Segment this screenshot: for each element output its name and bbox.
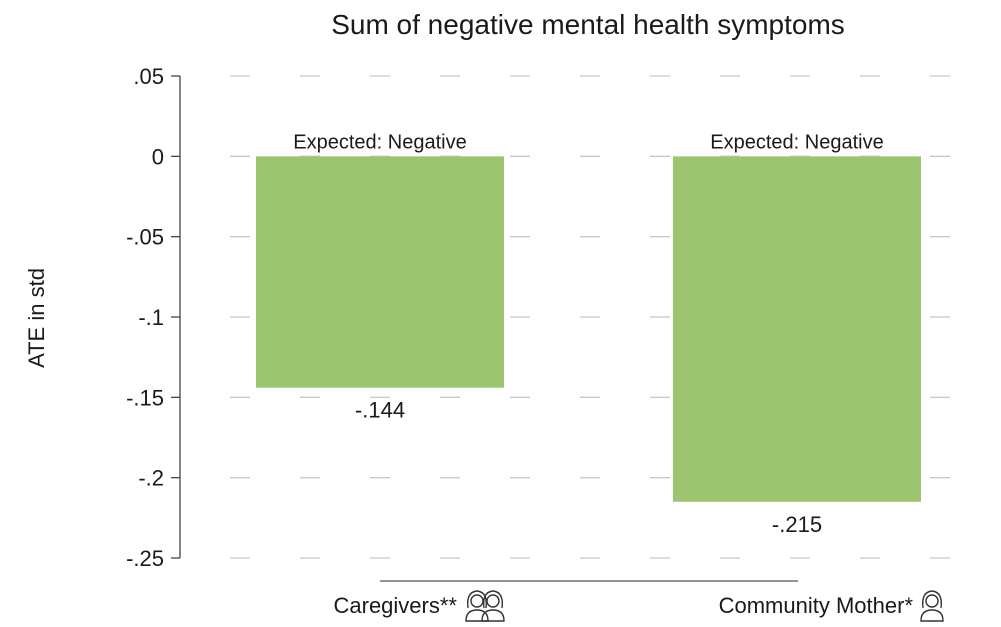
y-tick-label: -.2 (138, 466, 164, 491)
value-label: -.144 (355, 398, 405, 423)
expected-annotation: Expected: Negative (710, 131, 883, 153)
y-tick-label: -.25 (126, 546, 164, 571)
y-tick-label: .05 (133, 64, 164, 89)
chart-title: Sum of negative mental health symptoms (331, 9, 845, 40)
y-tick-label: -.05 (126, 225, 164, 250)
x-axis: Caregivers** Community Mother* (334, 580, 944, 622)
x-category-label: Community Mother* (719, 593, 914, 618)
y-axis-label: ATE in std (24, 268, 49, 368)
data-labels: Expected: Negative -.144 Expected: Negativ… (293, 131, 883, 536)
expected-annotation: Expected: Negative (293, 131, 466, 153)
bar-caregivers (256, 156, 504, 388)
bar-community-mother (673, 156, 921, 502)
y-tick-label: -.1 (138, 305, 164, 330)
y-axis: .05 0 -.05 -.1 -.15 -.2 -.25 (126, 64, 181, 571)
x-category-label: Caregivers** (334, 593, 458, 618)
woman-icon (920, 590, 944, 622)
y-tick-label: 0 (152, 144, 164, 169)
y-tick-label: -.15 (126, 385, 164, 410)
bars (256, 156, 921, 502)
two-women-icon (465, 590, 505, 622)
value-label: -.215 (772, 512, 822, 537)
